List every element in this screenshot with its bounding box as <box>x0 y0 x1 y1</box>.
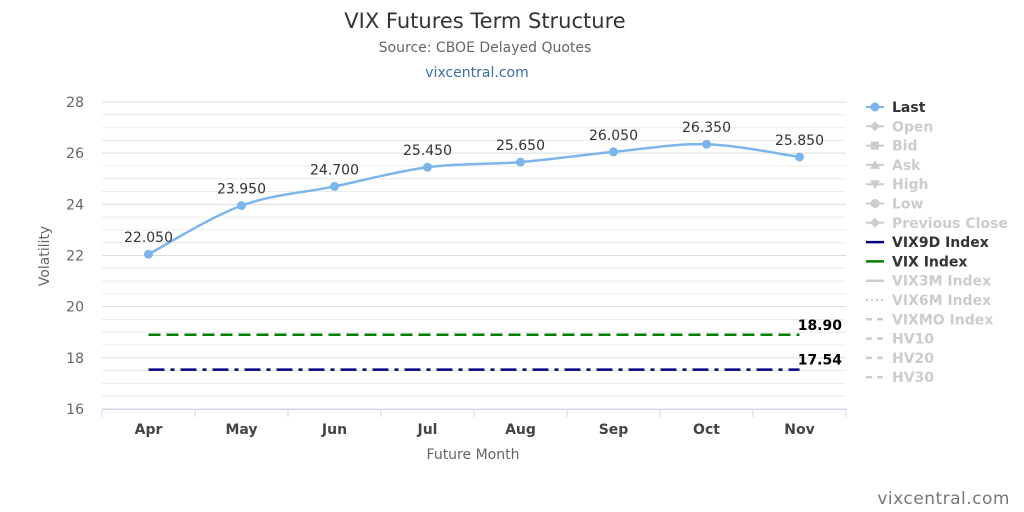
last-point-sep[interactable] <box>609 147 618 157</box>
chart-title: VIX Futures Term Structure <box>344 9 625 33</box>
legend-label: Ask <box>892 158 921 174</box>
legend-label: VIX6M Index <box>892 293 991 309</box>
legend-marker <box>871 141 879 150</box>
y-axis: 16 18 20 22 24 26 28 <box>66 95 84 418</box>
last-data-label: 23.950 <box>217 182 266 198</box>
source-link[interactable]: vixcentral.com <box>425 65 528 81</box>
y-tick-label: 26 <box>66 146 84 162</box>
last-point-may[interactable] <box>237 201 246 211</box>
last-point-oct[interactable] <box>702 139 711 149</box>
index-value-label: 17.54 <box>798 353 843 369</box>
series-last[interactable]: 22.050 23.950 24.700 25.450 25.650 26.050 26.3… <box>124 120 824 259</box>
legend-item-bid[interactable]: Bid <box>866 139 918 155</box>
legend-marker <box>870 159 880 169</box>
legend-item-open[interactable]: Open <box>866 119 933 135</box>
legend-item-previous-close[interactable]: Previous Close <box>866 216 1008 232</box>
last-point-nov[interactable] <box>795 152 804 162</box>
legend-marker <box>870 217 880 228</box>
last-series-line[interactable] <box>147 142 800 256</box>
last-point-aug[interactable] <box>516 157 525 167</box>
legend-marker <box>870 180 880 190</box>
last-data-label: 25.650 <box>496 138 545 154</box>
grid <box>102 101 846 410</box>
legend-label: Low <box>892 197 924 213</box>
chart-subtitle: Source: CBOE Delayed Quotes <box>379 40 592 56</box>
index-lines: 17.54 18.90 <box>148 318 843 371</box>
x-tick-label: Apr <box>135 422 163 438</box>
legend-label: VIXMO Index <box>892 312 993 328</box>
y-tick-label: 28 <box>66 95 84 111</box>
y-tick-label: 18 <box>66 351 84 367</box>
legend-label: VIX Index <box>892 254 967 270</box>
last-data-label: 24.700 <box>310 162 359 178</box>
x-tick-label: Sep <box>599 422 629 438</box>
x-tick-label: Jun <box>321 422 347 438</box>
x-axis-title: Future Month <box>427 447 520 463</box>
legend-label: VIX9D Index <box>892 235 989 251</box>
legend-item-ask[interactable]: Ask <box>866 158 921 174</box>
legend-item-vix9d-index[interactable]: VIX9D Index <box>866 235 989 251</box>
last-data-label: 25.450 <box>403 143 452 159</box>
legend-marker <box>870 102 880 112</box>
legend-item-low[interactable]: Low <box>866 197 924 213</box>
last-point-jul[interactable] <box>423 162 432 172</box>
last-data-label: 26.050 <box>589 128 638 144</box>
credit-text[interactable]: vixcentral.com <box>877 489 1010 509</box>
y-axis-title: Volatility <box>37 226 53 286</box>
legend[interactable]: Last Open Bid Ask High Low Previous Close VIX9D… <box>866 100 1008 386</box>
legend-label: VIX3M Index <box>892 274 991 290</box>
legend-item-vixmo-index[interactable]: VIXMO Index <box>866 312 993 328</box>
legend-label: HV20 <box>892 351 934 367</box>
last-data-label: 26.350 <box>682 120 731 136</box>
y-tick-label: 24 <box>66 197 84 213</box>
x-tick-label: Nov <box>784 422 814 438</box>
legend-label: High <box>892 177 929 193</box>
last-data-label: 22.050 <box>124 230 173 246</box>
x-axis: Apr May Jun Jul Aug Sep Oct Nov <box>101 409 847 438</box>
y-tick-label: 20 <box>66 300 84 316</box>
legend-item-hv20[interactable]: HV20 <box>866 351 934 367</box>
y-tick-label: 22 <box>66 249 84 265</box>
legend-item-vix3m-index[interactable]: VIX3M Index <box>866 274 991 290</box>
legend-marker <box>870 199 880 208</box>
legend-item-hv30[interactable]: HV30 <box>866 370 934 386</box>
legend-item-hv10[interactable]: HV10 <box>866 332 934 348</box>
legend-label: Last <box>892 100 926 116</box>
legend-label: Previous Close <box>892 216 1008 232</box>
last-data-label: 25.850 <box>775 133 824 149</box>
legend-label: Bid <box>892 139 918 155</box>
index-value-label: 18.90 <box>798 318 843 334</box>
x-tick-label: Aug <box>505 422 536 438</box>
legend-label: HV10 <box>892 332 934 348</box>
legend-label: HV30 <box>892 370 934 386</box>
x-tick-label: May <box>225 422 257 438</box>
legend-label: Open <box>892 119 933 135</box>
x-tick-label: Oct <box>693 422 720 438</box>
y-tick-label: 16 <box>66 402 84 418</box>
last-point-apr[interactable] <box>144 249 153 259</box>
legend-item-vix6m-index[interactable]: VIX6M Index <box>866 293 991 309</box>
legend-item-last[interactable]: Last <box>866 100 926 116</box>
x-tick-label: Jul <box>417 422 438 438</box>
last-point-jun[interactable] <box>330 181 339 191</box>
legend-marker <box>870 121 880 132</box>
legend-item-high[interactable]: High <box>866 177 929 193</box>
legend-item-vix-index[interactable]: VIX Index <box>866 254 967 270</box>
